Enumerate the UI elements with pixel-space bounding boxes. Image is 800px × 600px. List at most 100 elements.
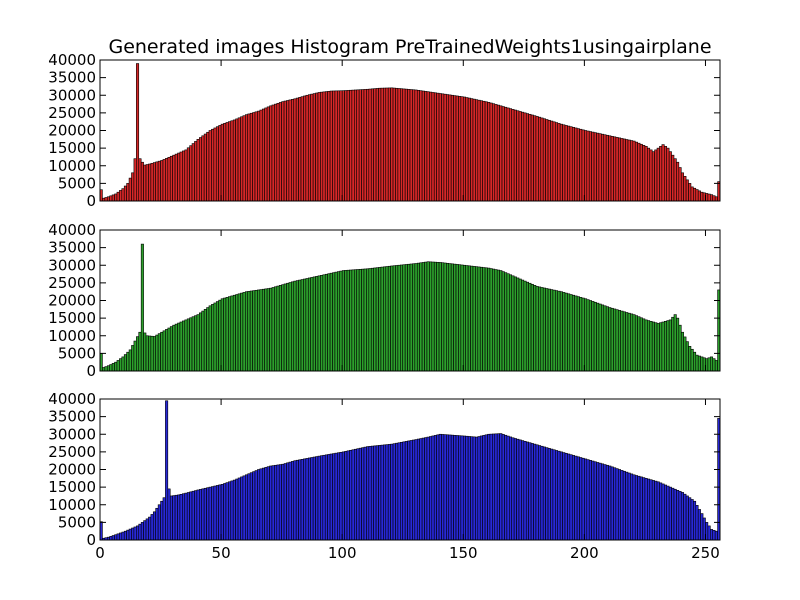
histogram-bar [416, 438, 420, 541]
histogram-bar [453, 95, 457, 202]
histogram-bar [237, 477, 241, 541]
y-tick-label: 40000 [48, 51, 96, 69]
histogram-bar [261, 108, 265, 202]
histogram-bar [312, 93, 316, 202]
histogram-bar [588, 300, 592, 372]
histogram-bar [179, 493, 183, 541]
histogram-bar [637, 475, 641, 541]
histogram-bar [511, 109, 515, 202]
histogram-bar [613, 308, 617, 372]
histogram-bar [138, 331, 142, 372]
histogram-bar [574, 127, 578, 202]
histogram-bar [228, 481, 232, 541]
histogram-bar [547, 119, 551, 202]
histogram-bar [283, 463, 287, 541]
histogram-bar [317, 275, 321, 372]
histogram-bar [504, 272, 508, 372]
histogram-bar [552, 449, 556, 541]
histogram-bar [109, 364, 113, 372]
histogram-bar [695, 505, 699, 541]
histogram-bar [298, 97, 302, 202]
histogram-bar [322, 274, 326, 372]
histogram-bar [557, 450, 561, 541]
histogram-bar [341, 451, 345, 541]
histogram-bar [315, 92, 319, 202]
histogram-bar [119, 190, 123, 202]
histogram-bar [555, 450, 559, 541]
histogram-bar [714, 530, 718, 541]
histogram-bar [421, 437, 425, 541]
histogram-bar [324, 91, 328, 202]
histogram-bar [245, 114, 249, 202]
histogram-bar [230, 295, 234, 372]
histogram-bar [191, 490, 195, 541]
histogram-bar [608, 465, 612, 541]
histogram-bar [603, 305, 607, 372]
y-tick-label: 25000 [48, 274, 96, 292]
histogram-bar [700, 356, 704, 372]
histogram-bar [596, 302, 600, 372]
histogram-bar [453, 435, 457, 541]
histogram-bar [661, 144, 665, 202]
histogram-bar [283, 100, 287, 202]
histogram-bar [196, 314, 200, 372]
y-tick-label: 25000 [48, 104, 96, 122]
histogram-bar [324, 454, 328, 541]
histogram-bar [552, 289, 556, 372]
histogram-bar [390, 87, 394, 202]
histogram-bar [455, 435, 459, 541]
histogram-bar [630, 473, 634, 541]
histogram-bar [131, 527, 135, 541]
histogram-bar [680, 331, 684, 372]
histogram-bar [220, 123, 224, 202]
histogram-bar [489, 268, 493, 372]
histogram-bar [169, 326, 173, 372]
histogram-bar [303, 458, 307, 541]
histogram-bar [501, 106, 505, 202]
histogram-bar [189, 491, 193, 541]
histogram-bar [353, 269, 358, 372]
histogram-bar [639, 317, 643, 372]
histogram-bar [194, 141, 198, 202]
histogram-bar [281, 284, 285, 372]
x-tick-label: 50 [212, 544, 231, 562]
histogram-bar [264, 288, 268, 372]
histogram-bar [688, 346, 692, 372]
histogram-bar [385, 266, 389, 372]
histogram-bar [157, 504, 161, 541]
histogram-bar [581, 297, 585, 372]
histogram-bar [656, 147, 660, 202]
histogram-bar [162, 159, 166, 202]
histogram-bar [673, 158, 677, 202]
histogram-bar [634, 141, 638, 202]
histogram-bar [484, 434, 488, 541]
histogram-bar [654, 149, 658, 202]
histogram-bar [160, 500, 164, 541]
histogram-bar [637, 142, 641, 202]
histogram-bar [555, 290, 559, 372]
histogram-bar [639, 143, 643, 202]
histogram-bar [591, 301, 595, 372]
histogram-bar [155, 334, 159, 372]
histogram-bar [584, 298, 588, 372]
histogram-bar [140, 161, 144, 202]
histogram-bar [627, 139, 631, 202]
histogram-bar [230, 480, 234, 541]
histogram-bar [341, 90, 345, 202]
histogram-bar [152, 336, 156, 372]
histogram-bar [593, 301, 597, 372]
histogram-bar [712, 195, 716, 202]
histogram-bar [165, 329, 169, 372]
histogram-bar [218, 299, 222, 372]
histogram-bar [467, 265, 471, 372]
histogram-bar [487, 267, 491, 372]
histogram-bar [327, 91, 331, 202]
histogram-bar [555, 122, 559, 202]
histogram-bar [196, 489, 200, 541]
y-tick-label: 15000 [48, 139, 96, 157]
histogram-bar [337, 90, 341, 202]
histogram-bar [123, 530, 127, 541]
histogram-bar [506, 107, 510, 202]
histogram-bar [167, 327, 171, 372]
histogram-bar [307, 277, 311, 372]
